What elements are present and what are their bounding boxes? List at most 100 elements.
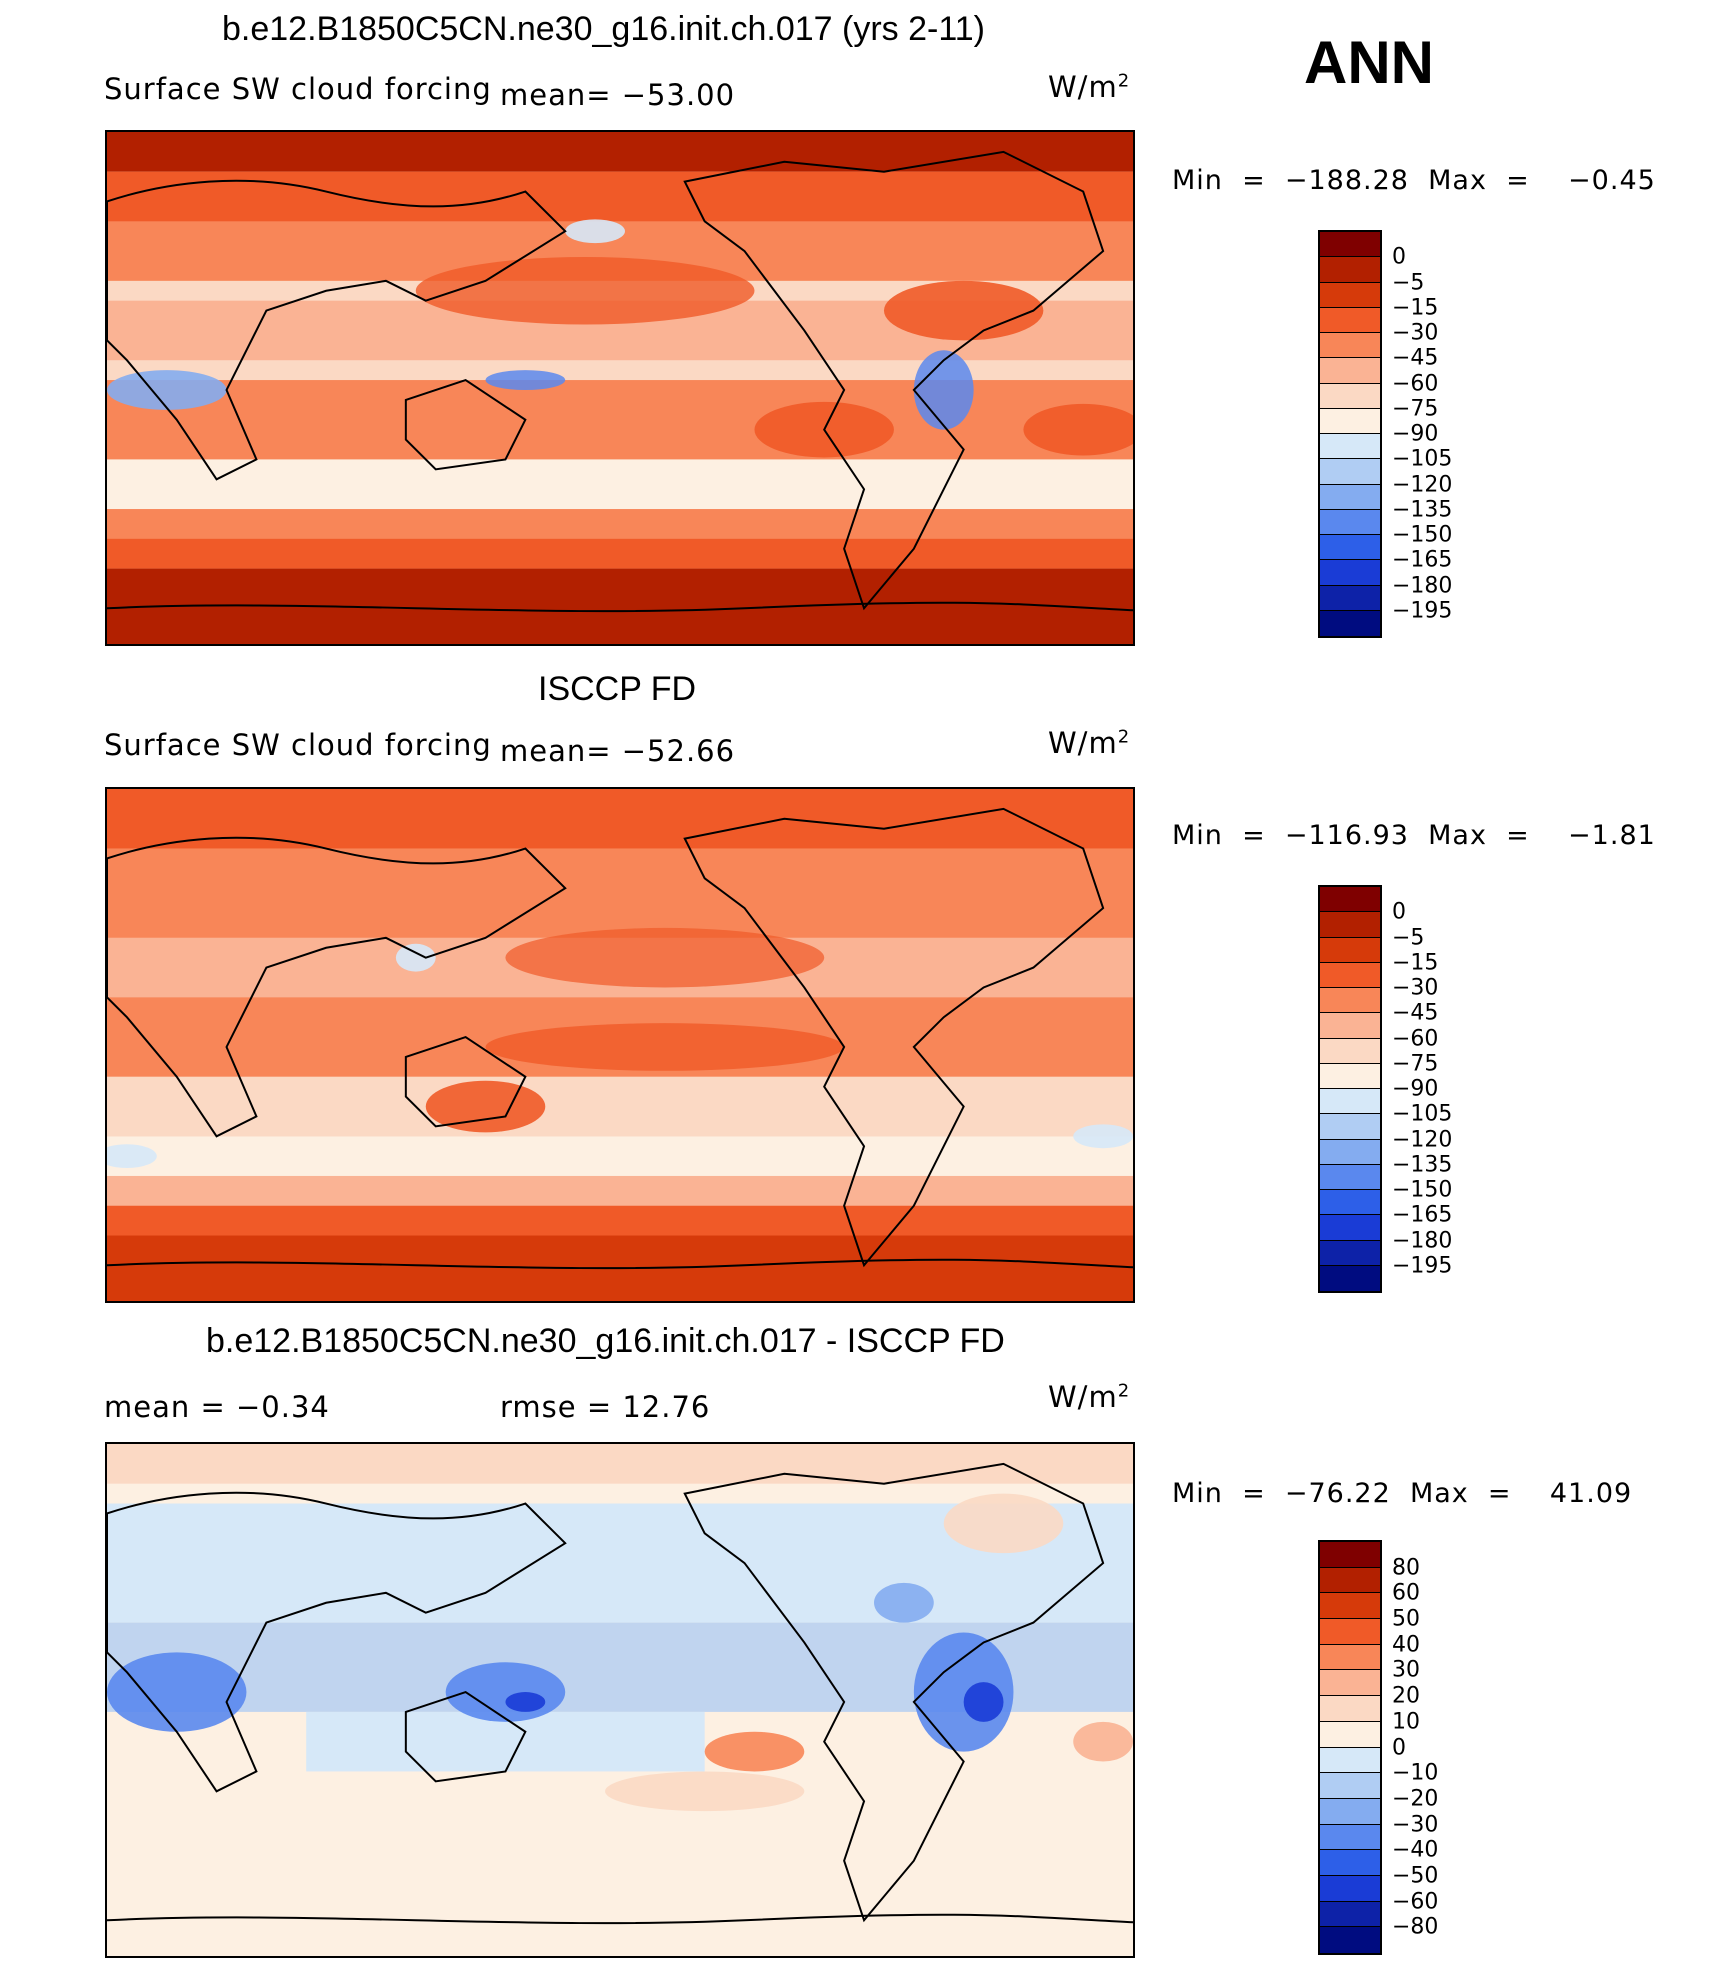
colorbar-swatch: [1320, 962, 1380, 988]
colorbar-level-label: 60: [1392, 1580, 1420, 1606]
colorbar-swatch: [1320, 1619, 1380, 1645]
colorbar-level-label: −120: [1392, 472, 1453, 497]
panel2-mean-label: mean= −52.66: [500, 734, 736, 768]
colorbar-level-label: 0: [1392, 1735, 1406, 1760]
colorbar-level-label: −165: [1392, 547, 1453, 573]
colorbar-swatch: [1320, 232, 1380, 258]
colorbar-level-label: −5: [1392, 270, 1425, 295]
colorbar-swatch: [1320, 1901, 1380, 1928]
colorbar-swatch: [1320, 282, 1380, 308]
colorbar-level-label: 80: [1392, 1555, 1420, 1581]
colorbar-level-label: −60: [1392, 371, 1439, 396]
colorbar-level-label: −90: [1392, 1076, 1439, 1102]
colorbar-level-label: −105: [1392, 446, 1453, 472]
colorbar-swatch: [1320, 1850, 1380, 1876]
colorbar-level-label: −165: [1392, 1202, 1453, 1228]
panel1-colorbar: [1318, 230, 1382, 638]
colorbar-level-label: −10: [1392, 1760, 1439, 1786]
panel3-map: [105, 1442, 1135, 1958]
colorbar-level-label: 50: [1392, 1606, 1420, 1632]
colorbar-swatch: [1320, 1240, 1380, 1266]
panel1-minmax: Min = −188.28 Max = −0.45: [1172, 165, 1656, 196]
colorbar-swatch: [1320, 1824, 1380, 1851]
colorbar-swatch: [1320, 257, 1380, 283]
colorbar-swatch: [1320, 307, 1380, 333]
colorbar-swatch: [1320, 988, 1380, 1014]
colorbar-level-label: −75: [1392, 396, 1439, 422]
panel1-mean-label: mean= −53.00: [500, 78, 736, 112]
colorbar-swatch: [1320, 1542, 1380, 1568]
colorbar-swatch: [1320, 459, 1380, 485]
colorbar-swatch: [1320, 610, 1380, 636]
colorbar-level-label: −30: [1392, 1812, 1439, 1838]
season-label: ANN: [1304, 29, 1434, 96]
colorbar-level-label: −120: [1392, 1127, 1453, 1152]
colorbar-level-label: −50: [1392, 1863, 1439, 1889]
colorbar-level-label: −60: [1392, 1889, 1439, 1915]
colorbar-swatch: [1320, 1875, 1380, 1902]
panel2-colorbar: [1318, 885, 1382, 1293]
panel2-title: ISCCP FD: [538, 670, 697, 708]
colorbar-swatch: [1320, 1190, 1380, 1216]
panel3-minmax: Min = −76.22 Max = 41.09: [1172, 1478, 1633, 1509]
colorbar-level-label: −180: [1392, 1228, 1453, 1253]
colorbar-level-label: 20: [1392, 1683, 1420, 1709]
colorbar-level-label: −195: [1392, 598, 1453, 624]
colorbar-swatch: [1320, 937, 1380, 963]
colorbar-level-label: −195: [1392, 1253, 1453, 1279]
colorbar-level-label: −30: [1392, 320, 1439, 346]
panel3-units: W/m2: [1048, 1380, 1131, 1414]
colorbar-level-label: −180: [1392, 573, 1453, 598]
colorbar-level-label: −45: [1392, 345, 1439, 371]
colorbar-swatch: [1320, 1013, 1380, 1039]
panel1-units: W/m2: [1048, 70, 1131, 104]
colorbar-swatch: [1320, 1644, 1380, 1671]
colorbar-level-label: −5: [1392, 925, 1425, 950]
colorbar-swatch: [1320, 1593, 1380, 1620]
colorbar-level-label: 0: [1392, 244, 1406, 270]
colorbar-swatch: [1320, 1265, 1380, 1291]
colorbar-swatch: [1320, 333, 1380, 359]
colorbar-swatch: [1320, 1927, 1380, 1953]
colorbar-level-label: 10: [1392, 1709, 1420, 1735]
colorbar-level-label: −135: [1392, 1152, 1453, 1178]
colorbar-swatch: [1320, 1215, 1380, 1241]
colorbar-level-label: −150: [1392, 522, 1453, 548]
colorbar-level-label: −20: [1392, 1786, 1439, 1812]
colorbar-swatch: [1320, 358, 1380, 384]
panel1-title: b.e12.B1850C5CN.ne30_g16.init.ch.017 (yr…: [222, 10, 985, 48]
colorbar-level-label: −150: [1392, 1177, 1453, 1203]
colorbar-swatch: [1320, 535, 1380, 561]
colorbar-level-label: −135: [1392, 497, 1453, 523]
colorbar-level-label: −15: [1392, 950, 1439, 976]
colorbar-swatch: [1320, 887, 1380, 913]
colorbar-level-label: 40: [1392, 1632, 1420, 1658]
colorbar-swatch: [1320, 1670, 1380, 1697]
panel1-variable-label: Surface SW cloud forcing: [104, 72, 492, 106]
colorbar-swatch: [1320, 1063, 1380, 1089]
panel2-variable-label: Surface SW cloud forcing: [104, 728, 492, 762]
colorbar-level-label: −80: [1392, 1914, 1439, 1940]
colorbar-swatch: [1320, 509, 1380, 535]
colorbar-swatch: [1320, 585, 1380, 611]
colorbar-level-label: −75: [1392, 1051, 1439, 1077]
colorbar-level-label: −45: [1392, 1000, 1439, 1026]
colorbar-level-label: −40: [1392, 1837, 1439, 1863]
panel3-rmse-label: rmse = 12.76: [500, 1390, 711, 1424]
panel1-map: [105, 130, 1135, 646]
colorbar-swatch: [1320, 1089, 1380, 1115]
colorbar-swatch: [1320, 1773, 1380, 1799]
panel2-map: [105, 787, 1135, 1303]
panel3-mean-label: mean = −0.34: [104, 1390, 330, 1424]
colorbar-level-label: −15: [1392, 295, 1439, 321]
panel2-units: W/m2: [1048, 726, 1131, 760]
colorbar-swatch: [1320, 1114, 1380, 1140]
panel3-title: b.e12.B1850C5CN.ne30_g16.init.ch.017 - I…: [206, 1322, 1005, 1360]
colorbar-level-label: −105: [1392, 1101, 1453, 1127]
colorbar-swatch: [1320, 1721, 1380, 1748]
colorbar-swatch: [1320, 1567, 1380, 1594]
colorbar-level-label: −60: [1392, 1026, 1439, 1051]
colorbar-level-label: −90: [1392, 421, 1439, 447]
colorbar-swatch: [1320, 560, 1380, 586]
colorbar-swatch: [1320, 1696, 1380, 1722]
